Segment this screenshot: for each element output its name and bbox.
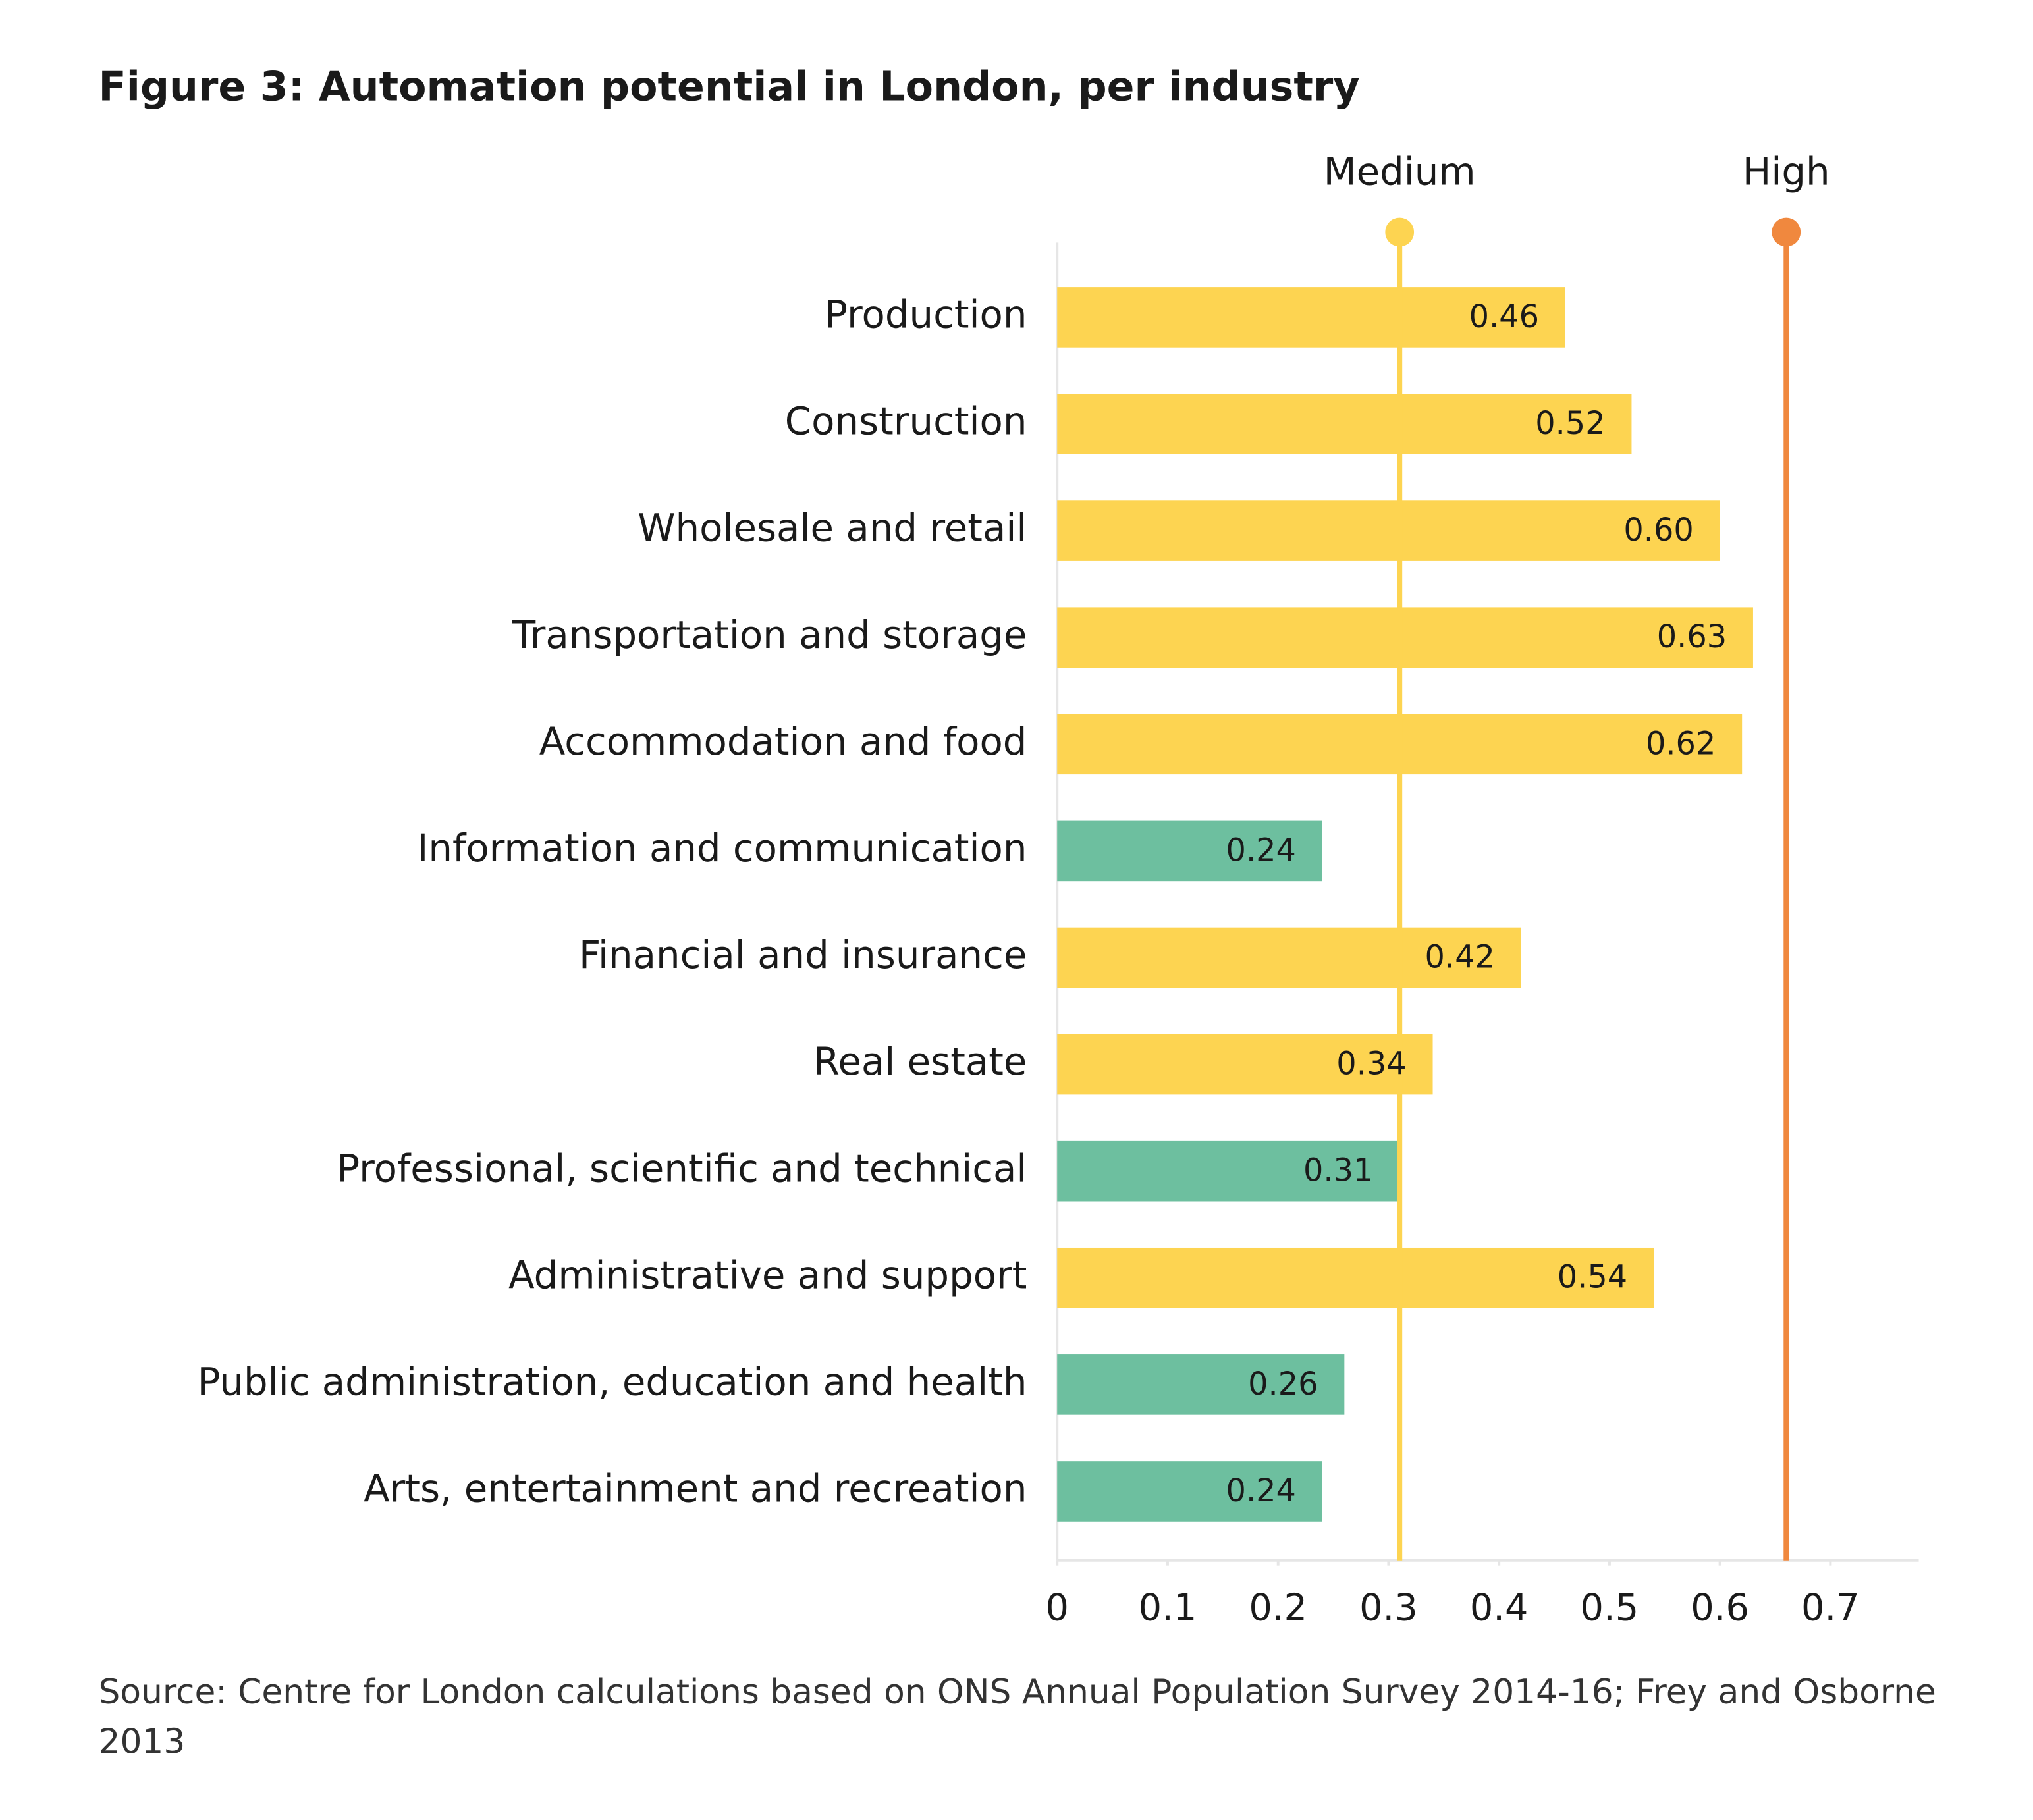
bar [1057, 1247, 1654, 1308]
category-label: Administrative and support [508, 1252, 1027, 1297]
data-label: 0.42 [1424, 939, 1494, 975]
category-label: Real estate [813, 1039, 1027, 1084]
reference-marker [1772, 217, 1801, 247]
x-tick-label: 0.6 [1691, 1587, 1749, 1630]
data-label: 0.26 [1248, 1366, 1318, 1403]
source-box: Source: Centre for London calculations b… [98, 1673, 1936, 1763]
bar [1057, 287, 1565, 348]
category-label: Accommodation and food [539, 719, 1027, 764]
data-label: 0.60 [1623, 512, 1693, 549]
data-label: 0.63 [1657, 619, 1727, 655]
data-label: 0.62 [1646, 726, 1716, 762]
category-label: Professional, scientific and technical [337, 1146, 1027, 1191]
reference-label: Medium [1324, 149, 1476, 194]
x-tick-label: 0.2 [1249, 1587, 1307, 1630]
category-label: Public administration, education and hea… [198, 1359, 1027, 1404]
bar [1057, 927, 1521, 988]
data-label: 0.34 [1336, 1046, 1406, 1083]
category-label: Financial and insurance [579, 932, 1027, 977]
reference-label: High [1743, 149, 1830, 194]
data-label: 0.31 [1303, 1153, 1373, 1189]
category-label: Construction [785, 399, 1027, 444]
x-tick-label: 0.1 [1139, 1587, 1197, 1630]
bar [1057, 1140, 1400, 1202]
data-label: 0.52 [1535, 406, 1605, 442]
x-tick-label: 0.5 [1581, 1587, 1639, 1630]
data-label: 0.46 [1469, 299, 1539, 335]
x-tick-label: 0.4 [1470, 1587, 1529, 1630]
data-label: 0.24 [1226, 1473, 1296, 1509]
bar [1057, 1034, 1433, 1095]
bar [1057, 1354, 1345, 1415]
bar [1057, 607, 1753, 668]
category-label: Wholesale and retail [637, 506, 1027, 550]
bar [1057, 820, 1322, 882]
source-note: Source: Centre for London calculations b… [98, 1673, 1936, 1763]
category-label: Arts, entertainment and recreation [364, 1466, 1027, 1511]
reference-marker [1385, 217, 1415, 247]
category-label: Production [825, 292, 1027, 337]
bar [1057, 1461, 1322, 1522]
category-label: Transportation and storage [512, 612, 1027, 657]
bar [1057, 500, 1720, 561]
chart-title: Figure 3: Automation potential in London… [99, 63, 1360, 111]
category-label: Information and communication [417, 826, 1027, 870]
data-label: 0.54 [1558, 1260, 1627, 1296]
x-tick-label: 0 [1045, 1587, 1068, 1630]
bar [1057, 394, 1632, 454]
x-tick-label: 0.3 [1359, 1587, 1418, 1630]
data-label: 0.24 [1226, 832, 1296, 869]
x-tick-label: 0.7 [1801, 1587, 1860, 1630]
